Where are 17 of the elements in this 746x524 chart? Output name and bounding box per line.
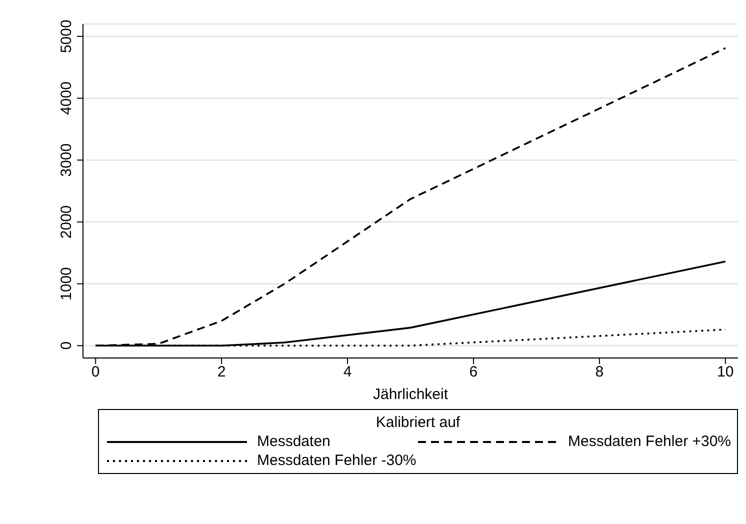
legend-label: Messdaten xyxy=(257,433,330,450)
y-tick-label: 0 xyxy=(58,341,75,350)
y-tick-label: 4000 xyxy=(58,82,75,115)
x-tick-label: 2 xyxy=(217,364,226,381)
x-tick-label: 4 xyxy=(343,364,352,381)
legend-label: Messdaten Fehler +30% xyxy=(568,433,732,450)
x-tick-label: 0 xyxy=(91,364,100,381)
legend-label: Messdaten Fehler -30% xyxy=(257,452,416,469)
y-tick-label: 1000 xyxy=(58,267,75,300)
x-axis-title: Jährlichkeit xyxy=(372,386,449,403)
x-tick-label: 10 xyxy=(717,364,734,381)
y-tick-label: 5000 xyxy=(58,20,75,54)
legend-title: Kalibriert auf xyxy=(374,414,462,431)
x-tick-label: 8 xyxy=(595,364,604,381)
y-tick-label: 2000 xyxy=(58,205,75,239)
x-tick-label: 6 xyxy=(469,364,478,381)
y-tick-label: 3000 xyxy=(58,143,75,177)
